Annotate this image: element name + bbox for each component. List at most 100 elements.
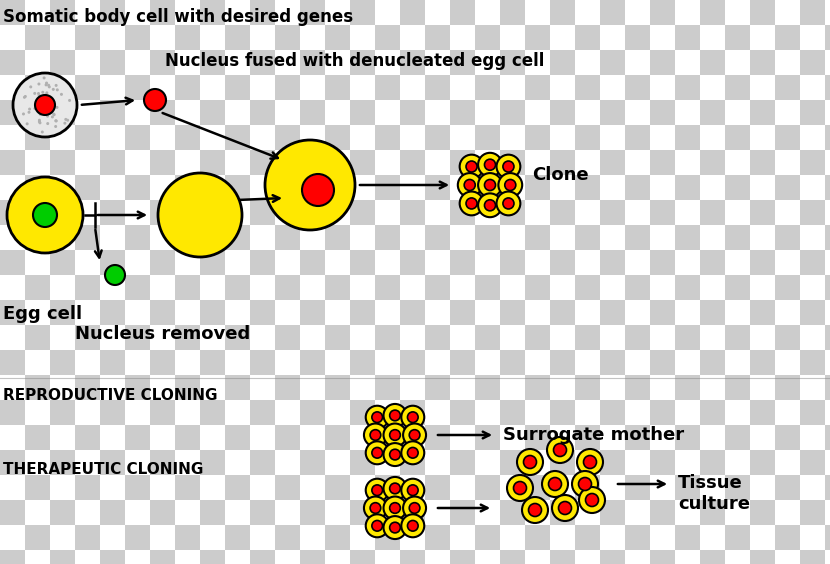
Bar [300, 175, 325, 200]
Bar [75, 375, 100, 400]
Bar [225, 50, 250, 75]
Bar [500, 0, 525, 25]
Bar [725, 125, 750, 150]
Bar [650, 375, 675, 400]
Bar [275, 100, 300, 125]
Circle shape [144, 89, 166, 111]
Bar [775, 250, 800, 275]
Circle shape [37, 109, 41, 112]
Circle shape [55, 120, 58, 122]
Bar [200, 225, 225, 250]
Bar [475, 450, 500, 475]
Bar [150, 500, 175, 525]
Bar [325, 150, 350, 175]
Bar [450, 150, 475, 175]
Circle shape [55, 84, 57, 87]
Bar [550, 125, 575, 150]
Bar [650, 200, 675, 225]
Bar [775, 25, 800, 50]
Bar [200, 425, 225, 450]
Bar [475, 250, 500, 275]
Bar [525, 375, 550, 400]
Bar [800, 325, 825, 350]
Bar [50, 75, 75, 100]
Bar [75, 250, 100, 275]
Bar [50, 475, 75, 500]
Bar [100, 450, 125, 475]
Bar [450, 300, 475, 325]
Circle shape [460, 155, 483, 178]
Bar [675, 300, 700, 325]
Bar [600, 100, 625, 125]
Bar [825, 100, 830, 125]
Bar [775, 425, 800, 450]
Bar [475, 400, 500, 425]
Text: Egg cell: Egg cell [3, 305, 82, 323]
Bar [0, 100, 25, 125]
Bar [750, 125, 775, 150]
Bar [25, 0, 50, 25]
Bar [800, 225, 825, 250]
Bar [600, 450, 625, 475]
Bar [750, 250, 775, 275]
Bar [0, 200, 25, 225]
Bar [450, 525, 475, 550]
Bar [350, 450, 375, 475]
Bar [450, 125, 475, 150]
Text: Clone: Clone [532, 166, 588, 184]
Bar [75, 400, 100, 425]
Bar [225, 350, 250, 375]
Bar [300, 225, 325, 250]
Bar [175, 50, 200, 75]
Bar [25, 350, 50, 375]
Bar [225, 125, 250, 150]
Bar [650, 0, 675, 25]
Bar [425, 125, 450, 150]
Bar [825, 200, 830, 225]
Bar [500, 275, 525, 300]
Bar [625, 250, 650, 275]
Bar [650, 225, 675, 250]
Bar [225, 400, 250, 425]
Bar [175, 125, 200, 150]
Bar [50, 300, 75, 325]
Bar [475, 125, 500, 150]
Bar [75, 325, 100, 350]
Circle shape [383, 496, 407, 519]
Bar [175, 100, 200, 125]
Circle shape [389, 483, 400, 494]
Bar [250, 225, 275, 250]
Bar [200, 0, 225, 25]
Circle shape [460, 192, 483, 215]
Bar [475, 150, 500, 175]
Bar [825, 75, 830, 100]
Circle shape [42, 77, 46, 80]
Bar [375, 350, 400, 375]
Bar [650, 25, 675, 50]
Bar [750, 300, 775, 325]
Bar [825, 275, 830, 300]
Bar [375, 275, 400, 300]
Bar [275, 225, 300, 250]
Circle shape [408, 412, 418, 422]
Bar [425, 450, 450, 475]
Bar [125, 300, 150, 325]
Bar [400, 175, 425, 200]
Bar [775, 200, 800, 225]
Bar [600, 125, 625, 150]
Bar [550, 450, 575, 475]
Bar [650, 475, 675, 500]
Bar [425, 275, 450, 300]
Bar [750, 550, 775, 564]
Bar [775, 550, 800, 564]
Bar [650, 350, 675, 375]
Bar [175, 150, 200, 175]
Bar [200, 500, 225, 525]
Text: Somatic body cell with desired genes: Somatic body cell with desired genes [3, 8, 353, 26]
Bar [500, 525, 525, 550]
Bar [200, 550, 225, 564]
Bar [350, 400, 375, 425]
Bar [775, 225, 800, 250]
Bar [725, 50, 750, 75]
Bar [550, 100, 575, 125]
